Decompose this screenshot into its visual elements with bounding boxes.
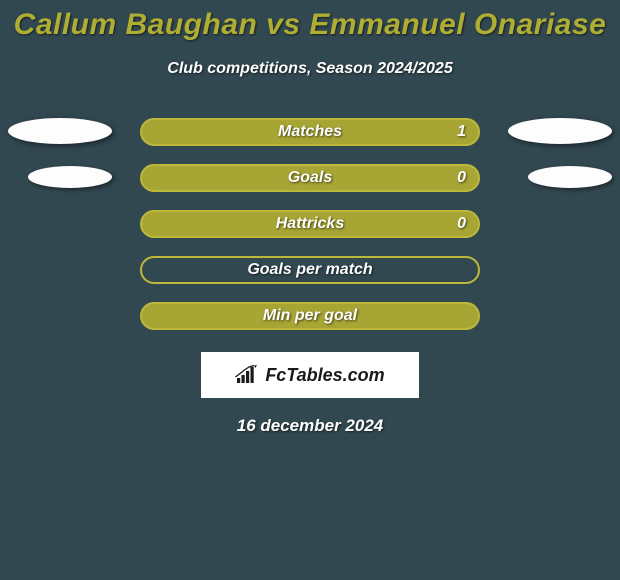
stat-label: Goals per match: [142, 261, 478, 279]
stat-value-right: 0: [457, 169, 466, 187]
right-value-ellipse: [528, 166, 612, 188]
left-value-ellipse: [28, 166, 112, 188]
stat-label: Matches: [142, 123, 478, 141]
comparison-infographic: Callum Baughan vs Emmanuel Onariase Club…: [0, 0, 620, 436]
left-value-ellipse: [8, 118, 112, 144]
stat-bar: Hattricks 0: [140, 210, 480, 238]
stat-label: Min per goal: [142, 307, 478, 325]
stat-row-goals-per-match: Goals per match: [0, 256, 620, 284]
bar-chart-icon: [235, 365, 259, 385]
subtitle: Club competitions, Season 2024/2025: [0, 60, 620, 78]
stat-row-min-per-goal: Min per goal: [0, 302, 620, 330]
date-text: 16 december 2024: [0, 416, 620, 436]
page-title: Callum Baughan vs Emmanuel Onariase: [0, 8, 620, 42]
brand-box: FcTables.com: [201, 352, 419, 398]
stat-label: Hattricks: [142, 215, 478, 233]
stat-label: Goals: [142, 169, 478, 187]
stat-bar: Min per goal: [140, 302, 480, 330]
stat-row-goals: Goals 0: [0, 164, 620, 192]
stat-bar: Goals 0: [140, 164, 480, 192]
stat-row-matches: Matches 1: [0, 118, 620, 146]
stat-bar: Goals per match: [140, 256, 480, 284]
stat-row-hattricks: Hattricks 0: [0, 210, 620, 238]
stat-rows: Matches 1 Goals 0 Hattricks 0 Goals per …: [0, 118, 620, 330]
brand-text: FcTables.com: [265, 365, 384, 386]
stat-bar: Matches 1: [140, 118, 480, 146]
right-value-ellipse: [508, 118, 612, 144]
stat-value-right: 1: [457, 123, 466, 141]
stat-value-right: 0: [457, 215, 466, 233]
